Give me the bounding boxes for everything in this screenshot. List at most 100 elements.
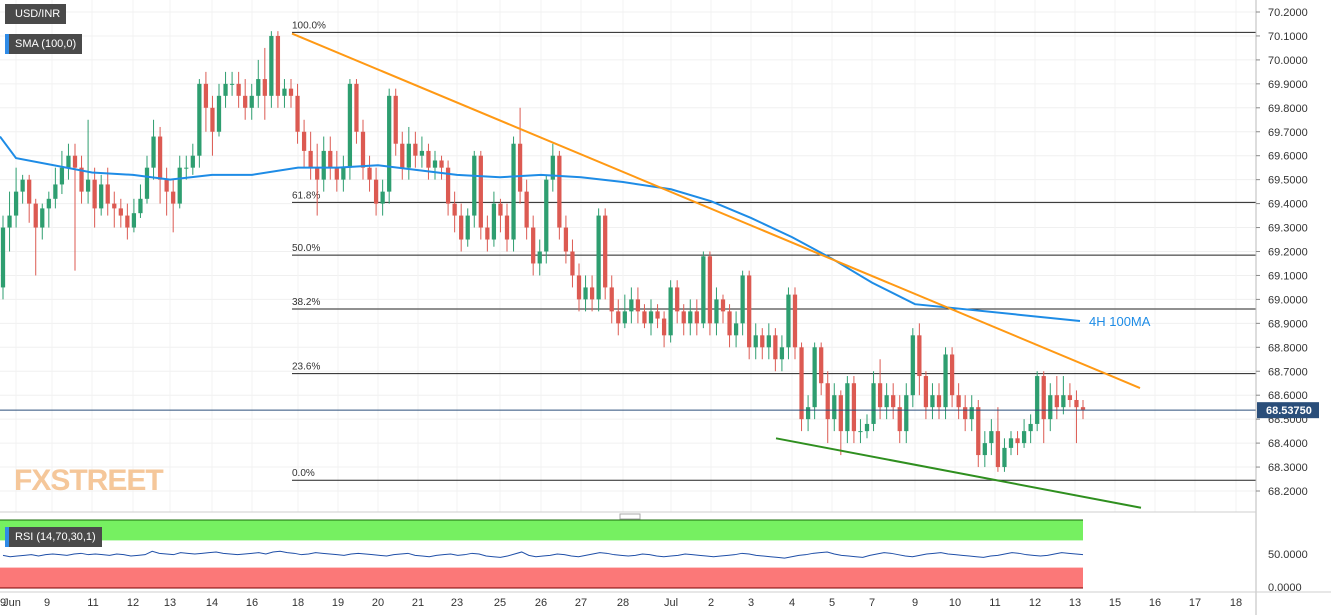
candle-body[interactable] xyxy=(380,191,385,204)
candle-body[interactable] xyxy=(262,79,267,96)
candle-body[interactable] xyxy=(472,155,477,216)
candle-body[interactable] xyxy=(956,395,961,408)
candle-body[interactable] xyxy=(360,131,366,168)
candle-body[interactable] xyxy=(714,299,719,324)
candle-body[interactable] xyxy=(1028,423,1033,432)
candle-body[interactable] xyxy=(72,155,78,168)
candle-body[interactable] xyxy=(753,335,758,348)
candle-body[interactable] xyxy=(864,423,870,432)
candle-body[interactable] xyxy=(197,83,202,156)
candle-body[interactable] xyxy=(576,275,582,300)
candle-body[interactable] xyxy=(642,311,647,324)
candle-body[interactable] xyxy=(33,203,38,228)
candle-body[interactable] xyxy=(92,179,97,209)
candle-body[interactable] xyxy=(668,287,673,336)
candle-body[interactable] xyxy=(203,83,209,108)
candle-body[interactable] xyxy=(936,395,942,408)
candle-body[interactable] xyxy=(354,83,359,132)
candle-body[interactable] xyxy=(1080,407,1086,410)
candle-body[interactable] xyxy=(917,335,922,377)
candle-body[interactable] xyxy=(491,203,497,240)
candle-body[interactable] xyxy=(603,215,608,288)
candle-body[interactable] xyxy=(1015,438,1020,444)
support-trendline[interactable] xyxy=(775,437,1142,509)
candle-body[interactable] xyxy=(727,311,732,336)
candle-body[interactable] xyxy=(1002,447,1007,468)
candle-body[interactable] xyxy=(930,395,935,408)
candle-body[interactable] xyxy=(786,294,791,348)
candle-body[interactable] xyxy=(858,431,863,433)
candle-body[interactable] xyxy=(812,347,817,408)
candle-body[interactable] xyxy=(46,198,51,209)
candle-body[interactable] xyxy=(485,227,490,240)
candle-body[interactable] xyxy=(517,143,523,192)
candle-body[interactable] xyxy=(406,143,411,168)
price-axis[interactable]: 70.2000 70.1000 70.0000 69.9000 69.8000 69.70… xyxy=(1255,0,1319,615)
candle-body[interactable] xyxy=(989,431,994,444)
candle-body[interactable] xyxy=(118,208,123,216)
candle-body[interactable] xyxy=(223,83,228,96)
candle-body[interactable] xyxy=(465,215,470,240)
candle-body[interactable] xyxy=(347,83,353,168)
candle-body[interactable] xyxy=(210,107,215,132)
candle-body[interactable] xyxy=(773,335,778,360)
candle-body[interactable] xyxy=(923,376,929,408)
candle-body[interactable] xyxy=(655,311,660,319)
time-axis[interactable]: Jun 9 11 12 13 14 16 18 19 20 21 23 25 26 27 28 Jul 2 3 4 5 7… xyxy=(0,591,1331,609)
candle-body[interactable] xyxy=(557,155,562,228)
candle-body[interactable] xyxy=(537,251,542,264)
candle-body[interactable] xyxy=(432,160,438,168)
candle-body[interactable] xyxy=(439,160,444,168)
candle-body[interactable] xyxy=(976,407,981,456)
candle-body[interactable] xyxy=(805,407,811,420)
candle-body[interactable] xyxy=(963,407,968,420)
candle-body[interactable] xyxy=(138,198,143,214)
candle-body[interactable] xyxy=(720,299,726,312)
candle-body[interactable] xyxy=(504,215,510,240)
candle-body[interactable] xyxy=(184,167,189,169)
candle-body[interactable] xyxy=(1048,395,1053,420)
candle-layer[interactable] xyxy=(0,31,1086,472)
candle-body[interactable] xyxy=(419,150,425,156)
candle-body[interactable] xyxy=(0,227,6,288)
candle-body[interactable] xyxy=(275,35,281,96)
candle-body[interactable] xyxy=(400,143,405,168)
candle-body[interactable] xyxy=(1054,395,1059,408)
candle-body[interactable] xyxy=(897,407,902,432)
candle-body[interactable] xyxy=(635,299,641,312)
candle-body[interactable] xyxy=(20,179,25,192)
candle-body[interactable] xyxy=(694,311,699,324)
candle-body[interactable] xyxy=(426,150,431,168)
candle-body[interactable] xyxy=(799,347,804,420)
candle-body[interactable] xyxy=(570,251,575,276)
candle-body[interactable] xyxy=(851,383,857,432)
candle-body[interactable] xyxy=(393,95,398,144)
candle-body[interactable] xyxy=(7,215,12,228)
candle-body[interactable] xyxy=(766,335,771,348)
panel-resize-handle[interactable] xyxy=(619,513,641,520)
candle-body[interactable] xyxy=(459,215,464,240)
symbol-tag[interactable]: USD/INR xyxy=(5,4,67,24)
candle-body[interactable] xyxy=(740,275,745,324)
trendline-layer[interactable] xyxy=(0,32,1256,509)
candle-body[interactable] xyxy=(164,179,169,192)
candle-body[interactable] xyxy=(871,383,876,424)
candle-body[interactable] xyxy=(589,287,595,300)
candle-body[interactable] xyxy=(1074,399,1079,408)
candle-body[interactable] xyxy=(334,167,339,180)
candle-body[interactable] xyxy=(144,167,150,199)
candle-body[interactable] xyxy=(1021,431,1027,444)
rsi-panel[interactable]: 50.0000 0.0000 xyxy=(0,511,1308,594)
candle-body[interactable] xyxy=(105,184,110,204)
candle-body[interactable] xyxy=(59,167,65,185)
candle-body[interactable] xyxy=(910,335,915,396)
candle-body[interactable] xyxy=(511,143,516,240)
candle-body[interactable] xyxy=(524,191,529,228)
candle-body[interactable] xyxy=(236,83,241,96)
candle-body[interactable] xyxy=(531,227,536,264)
candle-body[interactable] xyxy=(66,155,71,168)
candle-body[interactable] xyxy=(661,318,667,336)
candle-body[interactable] xyxy=(243,95,248,108)
candle-body[interactable] xyxy=(747,275,752,348)
